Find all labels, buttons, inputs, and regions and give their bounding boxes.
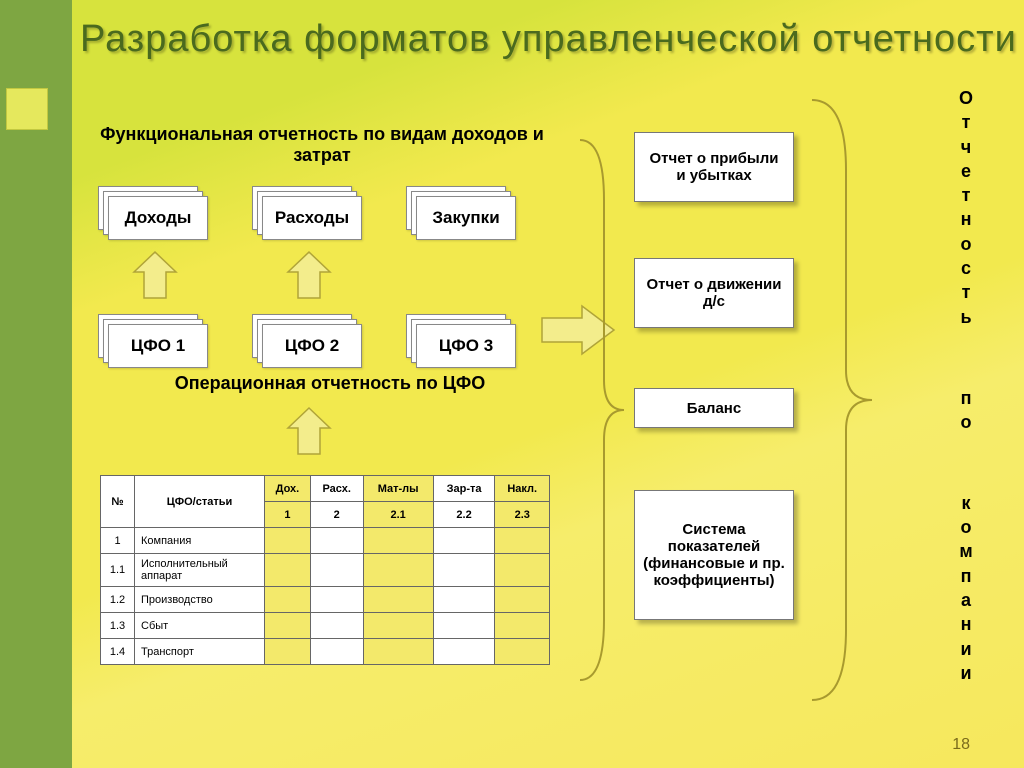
brace-right-icon <box>570 130 630 695</box>
th-bot: 1 <box>265 502 311 528</box>
cell-name: Производство <box>135 587 265 613</box>
report-indicators: Система показателей (финансовые и пр. ко… <box>634 490 794 620</box>
th-top: Дох. <box>265 476 311 502</box>
vertical-label: Отчетностьпокомпании <box>956 86 976 685</box>
stack-label: ЦФО 2 <box>262 324 362 368</box>
cell-no: 1 <box>101 528 135 554</box>
cell-no: 1.3 <box>101 613 135 639</box>
table-row: 1 Компания <box>101 528 550 554</box>
stack-label: Расходы <box>262 196 362 240</box>
th-top: Накл. <box>495 476 550 502</box>
arrow-up-icon <box>284 248 334 302</box>
cell-no: 1.1 <box>101 554 135 587</box>
table-row: 1.3 Сбыт <box>101 613 550 639</box>
sidebar-accent-square <box>6 88 48 130</box>
report-cashflow: Отчет о движении д/с <box>634 258 794 328</box>
operational-heading: Операционная отчетность по ЦФО <box>120 373 540 394</box>
table-row: 1.4 Транспорт <box>101 639 550 665</box>
cell-name: Сбыт <box>135 613 265 639</box>
report-profit-loss: Отчет о прибыли и убытках <box>634 132 794 202</box>
stack-label: Доходы <box>108 196 208 240</box>
arrow-up-icon <box>130 248 180 302</box>
cell-name: Транспорт <box>135 639 265 665</box>
stack-label: Закупки <box>416 196 516 240</box>
slide-number: 18 <box>952 736 970 754</box>
functional-heading: Функциональная отчетность по видам доход… <box>92 124 552 166</box>
th-top: Мат-лы <box>363 476 433 502</box>
th-top: Зар-та <box>433 476 495 502</box>
slide-title: Разработка форматов управленческой отчет… <box>80 18 1017 62</box>
report-balance: Баланс <box>634 388 794 428</box>
th-top: Расх. <box>310 476 363 502</box>
stack-label: ЦФО 1 <box>108 324 208 368</box>
th-bot: 2.3 <box>495 502 550 528</box>
cfo-table: № ЦФО/статьи Дох. Расх. Мат-лы Зар-та На… <box>100 475 550 665</box>
arrow-up-icon <box>284 404 334 458</box>
cell-no: 1.2 <box>101 587 135 613</box>
table-row: 1.2 Производство <box>101 587 550 613</box>
brace-right-icon <box>802 90 882 715</box>
th-bot: 2 <box>310 502 363 528</box>
th-bot: 2.2 <box>433 502 495 528</box>
stack-label: ЦФО 3 <box>416 324 516 368</box>
table-row: 1.1 Исполнительный аппарат <box>101 554 550 587</box>
th-no: № <box>101 476 135 528</box>
vertical-label-text: Отчетностьпокомпании <box>956 88 976 683</box>
cell-no: 1.4 <box>101 639 135 665</box>
cell-name: Компания <box>135 528 265 554</box>
th-articles: ЦФО/статьи <box>135 476 265 528</box>
cell-name: Исполнительный аппарат <box>135 554 265 587</box>
th-bot: 2.1 <box>363 502 433 528</box>
